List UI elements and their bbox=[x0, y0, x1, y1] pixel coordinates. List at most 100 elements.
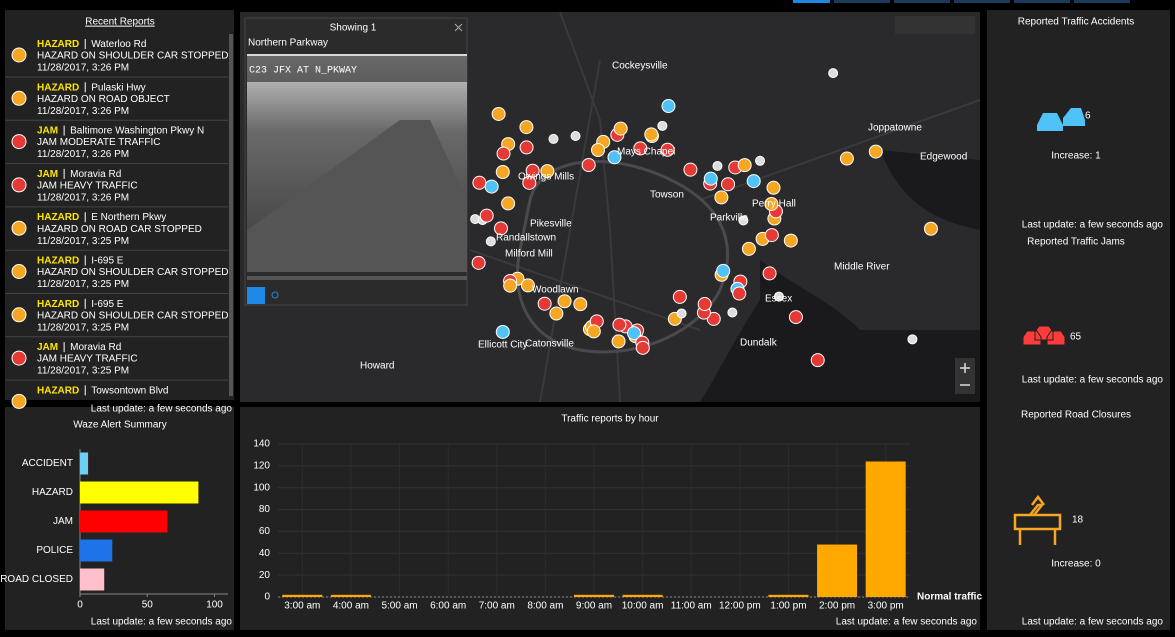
map-pin[interactable] bbox=[570, 131, 581, 142]
map-pin[interactable] bbox=[788, 310, 803, 325]
panel-title: Recent Reports bbox=[85, 17, 154, 28]
map-pin[interactable] bbox=[540, 164, 555, 179]
map-pin[interactable] bbox=[612, 317, 627, 332]
x-tick-label: 0 bbox=[77, 600, 83, 611]
map-pin[interactable] bbox=[644, 127, 659, 142]
map-pin[interactable] bbox=[519, 120, 534, 135]
map-pin[interactable] bbox=[591, 142, 606, 157]
map-pin[interactable] bbox=[472, 175, 487, 190]
map-pin[interactable] bbox=[738, 215, 749, 226]
map-pin[interactable] bbox=[581, 158, 596, 173]
map-pin[interactable] bbox=[703, 171, 718, 186]
tab[interactable] bbox=[834, 0, 890, 3]
map-pin[interactable] bbox=[923, 221, 938, 236]
indicator-value: 65 bbox=[1070, 332, 1082, 343]
popup-close[interactable] bbox=[454, 23, 463, 32]
map-pin[interactable] bbox=[496, 146, 511, 161]
report-icon bbox=[11, 47, 27, 63]
map-pin[interactable] bbox=[676, 308, 687, 319]
map-pin[interactable] bbox=[764, 196, 779, 211]
map-pin[interactable] bbox=[672, 289, 687, 304]
map-pin[interactable] bbox=[737, 158, 752, 173]
map-pin[interactable] bbox=[721, 177, 736, 192]
map-pin[interactable] bbox=[810, 353, 825, 368]
map-pin[interactable] bbox=[495, 164, 510, 179]
y-tick-label: 0 bbox=[264, 592, 270, 603]
map-pin[interactable] bbox=[660, 142, 675, 157]
map-pin[interactable] bbox=[501, 196, 516, 211]
map-pin[interactable] bbox=[557, 294, 572, 309]
map-pin[interactable] bbox=[706, 311, 721, 326]
map-pin[interactable] bbox=[613, 121, 628, 136]
map-pin[interactable] bbox=[762, 266, 777, 281]
map-pin[interactable] bbox=[746, 174, 761, 189]
zoom-to[interactable] bbox=[271, 291, 279, 299]
map-pin[interactable] bbox=[697, 297, 712, 312]
scrollbar[interactable] bbox=[229, 34, 233, 396]
map-pin[interactable] bbox=[611, 334, 626, 349]
map-pin[interactable] bbox=[485, 236, 496, 247]
map-pin[interactable] bbox=[479, 208, 494, 223]
x-tick-label: 11:00 am bbox=[671, 601, 712, 612]
report-description: HAZARD ON SHOULDER CAR STOPPED bbox=[37, 51, 229, 62]
report-heading: HAZARD E Northern Pkwy bbox=[37, 212, 166, 223]
y-tick-label: JAM bbox=[53, 516, 73, 527]
tab[interactable] bbox=[894, 0, 950, 3]
map-pin[interactable] bbox=[828, 68, 839, 79]
report-type: HAZARD bbox=[37, 298, 79, 309]
map-pin[interactable] bbox=[657, 120, 668, 131]
map-pin[interactable] bbox=[519, 140, 534, 155]
map-pin[interactable] bbox=[868, 144, 883, 159]
tab[interactable] bbox=[954, 0, 1010, 3]
tab[interactable] bbox=[793, 0, 830, 3]
tab[interactable] bbox=[1074, 0, 1130, 3]
map-pin[interactable] bbox=[712, 161, 723, 172]
map-pin[interactable] bbox=[484, 179, 499, 194]
map-pin[interactable] bbox=[661, 99, 676, 114]
map-pin[interactable] bbox=[683, 162, 698, 177]
y-tick-label: 140 bbox=[253, 439, 270, 450]
map-pin[interactable] bbox=[727, 307, 738, 318]
map-pin[interactable] bbox=[549, 306, 564, 321]
y-tick-label: ACCIDENT bbox=[22, 458, 73, 469]
map-pin[interactable] bbox=[633, 141, 648, 156]
map-pin[interactable] bbox=[755, 155, 766, 166]
map-pin[interactable] bbox=[773, 291, 784, 302]
map-pin[interactable] bbox=[783, 233, 798, 248]
map-pin[interactable] bbox=[627, 326, 642, 341]
map-pin[interactable] bbox=[537, 296, 552, 311]
map-pin[interactable] bbox=[493, 221, 508, 236]
map-pin[interactable] bbox=[491, 106, 506, 121]
map-pin[interactable] bbox=[741, 241, 756, 256]
map-toolbar[interactable] bbox=[895, 16, 975, 34]
map-pin[interactable] bbox=[522, 175, 537, 190]
map-pin[interactable] bbox=[716, 263, 731, 278]
map-pin[interactable] bbox=[607, 150, 622, 165]
map-pins bbox=[470, 68, 938, 368]
map-pin[interactable] bbox=[471, 255, 486, 270]
x-tick-label: 9:00 am bbox=[576, 601, 612, 612]
map-pin[interactable] bbox=[635, 340, 650, 355]
map-pin[interactable] bbox=[495, 324, 510, 339]
tab[interactable] bbox=[1014, 0, 1070, 3]
map-pin[interactable] bbox=[839, 151, 854, 166]
map-pin[interactable] bbox=[520, 278, 535, 293]
legend-label[interactable]: Normal traffic bbox=[917, 592, 982, 603]
report-heading: JAM Moravia Rd bbox=[37, 169, 121, 180]
bar bbox=[622, 594, 663, 597]
map-pin[interactable] bbox=[573, 297, 588, 312]
map-pin[interactable] bbox=[764, 228, 779, 243]
x-tick-label: 100 bbox=[206, 600, 223, 611]
bar bbox=[282, 594, 323, 597]
popup-button[interactable] bbox=[247, 287, 265, 304]
place-label: Cockeysville bbox=[612, 61, 668, 72]
map-pin[interactable] bbox=[907, 334, 918, 345]
map-pin[interactable] bbox=[503, 278, 518, 293]
map-pin[interactable] bbox=[548, 133, 559, 144]
map-pin[interactable] bbox=[714, 190, 729, 205]
map-pin[interactable] bbox=[766, 180, 781, 195]
map-pin[interactable] bbox=[586, 324, 601, 339]
y-tick-label: 40 bbox=[259, 548, 271, 559]
map-pin[interactable] bbox=[732, 286, 747, 301]
report-road: Pulaski Hwy bbox=[91, 82, 145, 93]
